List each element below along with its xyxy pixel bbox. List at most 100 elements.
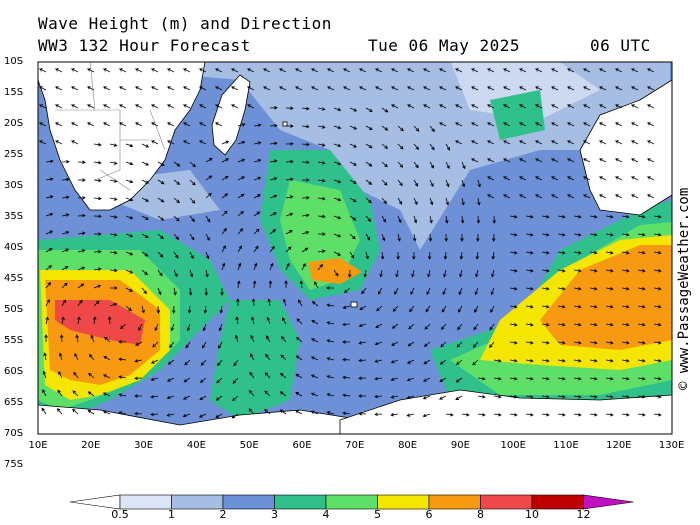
direction-arrow: [269, 141, 278, 146]
direction-arrow: [589, 358, 598, 363]
direction-arrow: [134, 359, 143, 363]
direction-arrow: [631, 158, 639, 163]
latitude-label: 65S: [4, 397, 24, 408]
direction-arrow: [77, 160, 86, 164]
direction-arrow: [326, 286, 335, 290]
direction-arrow: [221, 210, 228, 217]
direction-arrow: [637, 412, 646, 417]
direction-arrow: [77, 213, 86, 218]
direction-arrow: [541, 268, 550, 273]
direction-arrow: [295, 336, 303, 343]
direction-arrow: [365, 251, 369, 260]
direction-arrow: [109, 268, 118, 273]
direction-arrow: [557, 214, 566, 219]
legend-label: 0.5: [111, 508, 129, 521]
legend-swatch: [583, 494, 634, 510]
direction-arrow: [615, 68, 623, 73]
direction-arrow: [589, 412, 598, 417]
direction-arrow: [637, 322, 646, 327]
direction-arrow: [199, 122, 207, 127]
direction-arrow: [264, 390, 271, 397]
direction-arrow: [391, 68, 399, 73]
direction-arrow: [333, 215, 342, 220]
legend-swatch: [428, 494, 481, 510]
direction-arrow: [621, 232, 630, 237]
direction-arrow: [605, 214, 614, 219]
direction-arrow: [406, 413, 415, 417]
direction-arrow: [264, 408, 271, 415]
direction-arrow: [88, 372, 95, 379]
direction-arrow: [218, 323, 223, 332]
direction-arrow: [45, 282, 52, 289]
direction-arrow: [525, 232, 534, 237]
direction-arrow: [266, 316, 271, 325]
direction-arrow: [397, 179, 403, 187]
direction-arrow: [167, 140, 175, 145]
direction-arrow: [317, 179, 326, 183]
direction-arrow: [87, 122, 95, 127]
direction-arrow: [487, 158, 495, 163]
direction-arrow: [297, 299, 303, 307]
legend-label: 8: [477, 508, 484, 521]
direction-arrow: [151, 122, 159, 127]
direction-arrow: [557, 268, 566, 273]
direction-arrow: [150, 377, 159, 381]
direction-arrow: [135, 104, 143, 109]
direction-arrow: [365, 125, 373, 131]
direction-arrow: [125, 233, 134, 238]
direction-arrow: [394, 287, 399, 295]
direction-arrow: [157, 269, 163, 277]
direction-arrow: [156, 305, 161, 314]
direction-arrow: [189, 269, 194, 278]
direction-arrow: [104, 336, 111, 343]
direction-arrow: [605, 304, 614, 309]
direction-arrow: [471, 122, 479, 127]
direction-arrow: [425, 305, 431, 313]
direction-arrow: [55, 86, 63, 91]
direction-arrow: [455, 377, 463, 383]
direction-arrow: [102, 392, 111, 397]
direction-arrow: [87, 409, 95, 415]
direction-arrow: [583, 158, 591, 163]
direction-arrow: [118, 357, 127, 362]
direction-arrow: [205, 192, 212, 199]
direction-arrow: [653, 322, 662, 327]
direction-arrow: [269, 212, 277, 217]
direction-arrow: [519, 194, 527, 199]
direction-arrow: [509, 250, 518, 255]
map-frame: [37, 61, 673, 435]
direction-arrow: [605, 376, 614, 381]
direction-arrow: [77, 196, 86, 200]
direction-arrow: [61, 213, 70, 217]
direction-arrow: [475, 269, 479, 278]
direction-arrow: [615, 140, 623, 145]
direction-arrow: [349, 125, 358, 130]
direction-arrow: [599, 140, 607, 145]
direction-arrow: [637, 268, 646, 273]
direction-arrow: [310, 374, 319, 379]
direction-arrow: [141, 269, 148, 276]
direction-arrow: [247, 104, 255, 109]
direction-arrow: [621, 358, 630, 363]
direction-arrow: [314, 281, 319, 289]
direction-arrow: [471, 140, 479, 145]
direction-arrow: [390, 395, 399, 399]
direction-arrow: [317, 249, 326, 253]
direction-arrow: [567, 122, 575, 127]
direction-arrow: [125, 161, 134, 166]
direction-arrow: [221, 245, 226, 253]
direction-arrow: [183, 86, 191, 91]
legend-label: 1: [168, 508, 175, 521]
direction-arrow: [428, 233, 433, 242]
direction-arrow: [279, 86, 287, 91]
direction-arrow: [374, 394, 383, 399]
direction-arrow: [413, 143, 420, 150]
direction-arrow: [221, 262, 226, 271]
direction-arrow: [599, 104, 607, 109]
latitude-label: 25S: [4, 149, 24, 160]
direction-arrow: [183, 122, 191, 127]
direction-arrow: [653, 214, 662, 219]
direction-arrow: [182, 395, 191, 400]
longitude-label: 60E: [292, 440, 312, 451]
direction-arrow: [75, 334, 79, 343]
